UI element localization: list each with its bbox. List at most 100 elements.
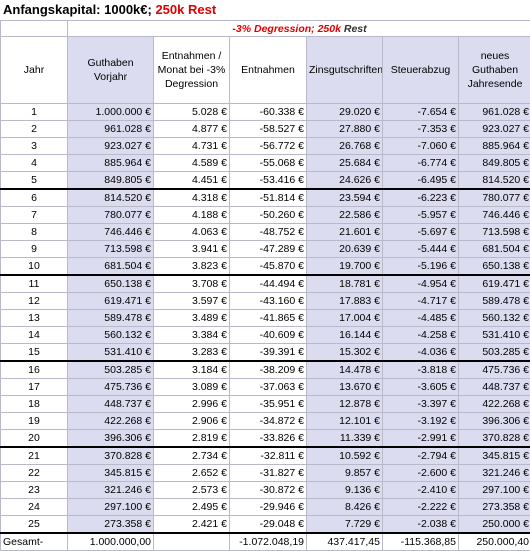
cell-neues-guthaben: 250.000 € — [459, 516, 530, 534]
cell-jahr: 17 — [1, 379, 68, 396]
total-label: Gesamt- — [1, 533, 68, 551]
cell-guthaben-vorjahr: 681.504 € — [68, 258, 154, 276]
cell-entnahmen-monat: 2.421 € — [154, 516, 230, 534]
cell-steuerabzug: -5.697 € — [383, 224, 459, 241]
cell-entnahmen: -51.814 € — [230, 189, 307, 207]
cell-entnahmen-monat: 3.941 € — [154, 241, 230, 258]
cell-steuerabzug: -5.196 € — [383, 258, 459, 276]
cell-jahr: 15 — [1, 344, 68, 362]
cell-zinsgutschriften: 12.878 € — [307, 396, 383, 413]
cell-entnahmen: -30.872 € — [230, 482, 307, 499]
cell-jahr: 3 — [1, 138, 68, 155]
cell-jahr: 7 — [1, 207, 68, 224]
cell-jahr: 8 — [1, 224, 68, 241]
cell-entnahmen: -33.826 € — [230, 430, 307, 448]
cell-neues-guthaben: 475.736 € — [459, 361, 530, 379]
cell-neues-guthaben: 650.138 € — [459, 258, 530, 276]
cell-entnahmen-monat: 4.063 € — [154, 224, 230, 241]
cell-entnahmen: -48.752 € — [230, 224, 307, 241]
cell-entnahmen-monat: 3.184 € — [154, 361, 230, 379]
cell-zinsgutschriften: 18.781 € — [307, 275, 383, 293]
calculation-table: -3% Degression; 250k Rest Jahr Guthaben … — [0, 20, 530, 551]
cell-entnahmen: -53.416 € — [230, 172, 307, 190]
cell-jahr: 21 — [1, 447, 68, 465]
cell-guthaben-vorjahr: 396.306 € — [68, 430, 154, 448]
header-row: Jahr Guthaben Vorjahr Entnahmen / Monat … — [1, 37, 530, 104]
cell-entnahmen: -47.289 € — [230, 241, 307, 258]
cell-jahr: 18 — [1, 396, 68, 413]
cell-jahr: 20 — [1, 430, 68, 448]
cell-entnahmen: -44.494 € — [230, 275, 307, 293]
cell-entnahmen-monat: 2.573 € — [154, 482, 230, 499]
cell-zinsgutschriften: 10.592 € — [307, 447, 383, 465]
cell-neues-guthaben: 814.520 € — [459, 172, 530, 190]
cell-entnahmen: -55.068 € — [230, 155, 307, 172]
cell-guthaben-vorjahr: 370.828 € — [68, 447, 154, 465]
cell-entnahmen-monat: 2.996 € — [154, 396, 230, 413]
cell-guthaben-vorjahr: 589.478 € — [68, 310, 154, 327]
cell-jahr: 23 — [1, 482, 68, 499]
cell-entnahmen-monat: 3.597 € — [154, 293, 230, 310]
cell-entnahmen-monat: 3.089 € — [154, 379, 230, 396]
cell-jahr: 9 — [1, 241, 68, 258]
cell-entnahmen-monat: 2.906 € — [154, 413, 230, 430]
total-cell-entnahmen-monat — [154, 533, 230, 551]
cell-entnahmen-monat: 4.318 € — [154, 189, 230, 207]
cell-entnahmen: -43.160 € — [230, 293, 307, 310]
cell-jahr: 14 — [1, 327, 68, 344]
cell-entnahmen: -31.827 € — [230, 465, 307, 482]
total-cell-neues-guthaben: 250.000,40 — [459, 533, 530, 551]
cell-guthaben-vorjahr: 650.138 € — [68, 275, 154, 293]
cell-entnahmen: -32.811 € — [230, 447, 307, 465]
cell-zinsgutschriften: 13.670 € — [307, 379, 383, 396]
cell-guthaben-vorjahr: 849.805 € — [68, 172, 154, 190]
header-guthaben-vorjahr: Guthaben Vorjahr — [68, 37, 154, 104]
cell-neues-guthaben: 849.805 € — [459, 155, 530, 172]
cell-jahr: 4 — [1, 155, 68, 172]
cell-neues-guthaben: 321.246 € — [459, 465, 530, 482]
cell-neues-guthaben: 746.446 € — [459, 207, 530, 224]
subtitle-part2: 250k — [318, 23, 341, 35]
cell-neues-guthaben: 961.028 € — [459, 104, 530, 121]
cell-guthaben-vorjahr: 560.132 € — [68, 327, 154, 344]
cell-entnahmen-monat: 2.495 € — [154, 499, 230, 516]
cell-neues-guthaben: 619.471 € — [459, 275, 530, 293]
cell-steuerabzug: -3.818 € — [383, 361, 459, 379]
cell-guthaben-vorjahr: 814.520 € — [68, 189, 154, 207]
cell-steuerabzug: -3.397 € — [383, 396, 459, 413]
cell-steuerabzug: -3.605 € — [383, 379, 459, 396]
cell-neues-guthaben: 448.737 € — [459, 379, 530, 396]
header-entnahmen: Entnahmen — [230, 37, 307, 104]
cell-jahr: 22 — [1, 465, 68, 482]
cell-zinsgutschriften: 24.626 € — [307, 172, 383, 190]
cell-zinsgutschriften: 12.101 € — [307, 413, 383, 430]
cell-guthaben-vorjahr: 448.737 € — [68, 396, 154, 413]
subtitle: -3% Degression; 250k Rest — [68, 21, 530, 37]
cell-steuerabzug: -4.258 € — [383, 327, 459, 344]
cell-entnahmen-monat: 4.731 € — [154, 138, 230, 155]
cell-entnahmen: -45.870 € — [230, 258, 307, 276]
cell-entnahmen: -29.946 € — [230, 499, 307, 516]
cell-zinsgutschriften: 19.700 € — [307, 258, 383, 276]
cell-neues-guthaben: 885.964 € — [459, 138, 530, 155]
header-jahr: Jahr — [1, 37, 68, 104]
cell-neues-guthaben: 531.410 € — [459, 327, 530, 344]
cell-guthaben-vorjahr: 713.598 € — [68, 241, 154, 258]
cell-steuerabzug: -4.717 € — [383, 293, 459, 310]
cell-entnahmen: -34.872 € — [230, 413, 307, 430]
cell-neues-guthaben: 297.100 € — [459, 482, 530, 499]
cell-steuerabzug: -7.353 € — [383, 121, 459, 138]
subtitle-part1: -3% Degression; — [232, 23, 317, 35]
cell-guthaben-vorjahr: 531.410 € — [68, 344, 154, 362]
cell-zinsgutschriften: 27.880 € — [307, 121, 383, 138]
page-title: Anfangskapital: 1000k€; 250k Rest — [3, 2, 216, 17]
cell-entnahmen-monat: 3.384 € — [154, 327, 230, 344]
cell-entnahmen: -29.048 € — [230, 516, 307, 534]
cell-entnahmen-monat: 2.652 € — [154, 465, 230, 482]
